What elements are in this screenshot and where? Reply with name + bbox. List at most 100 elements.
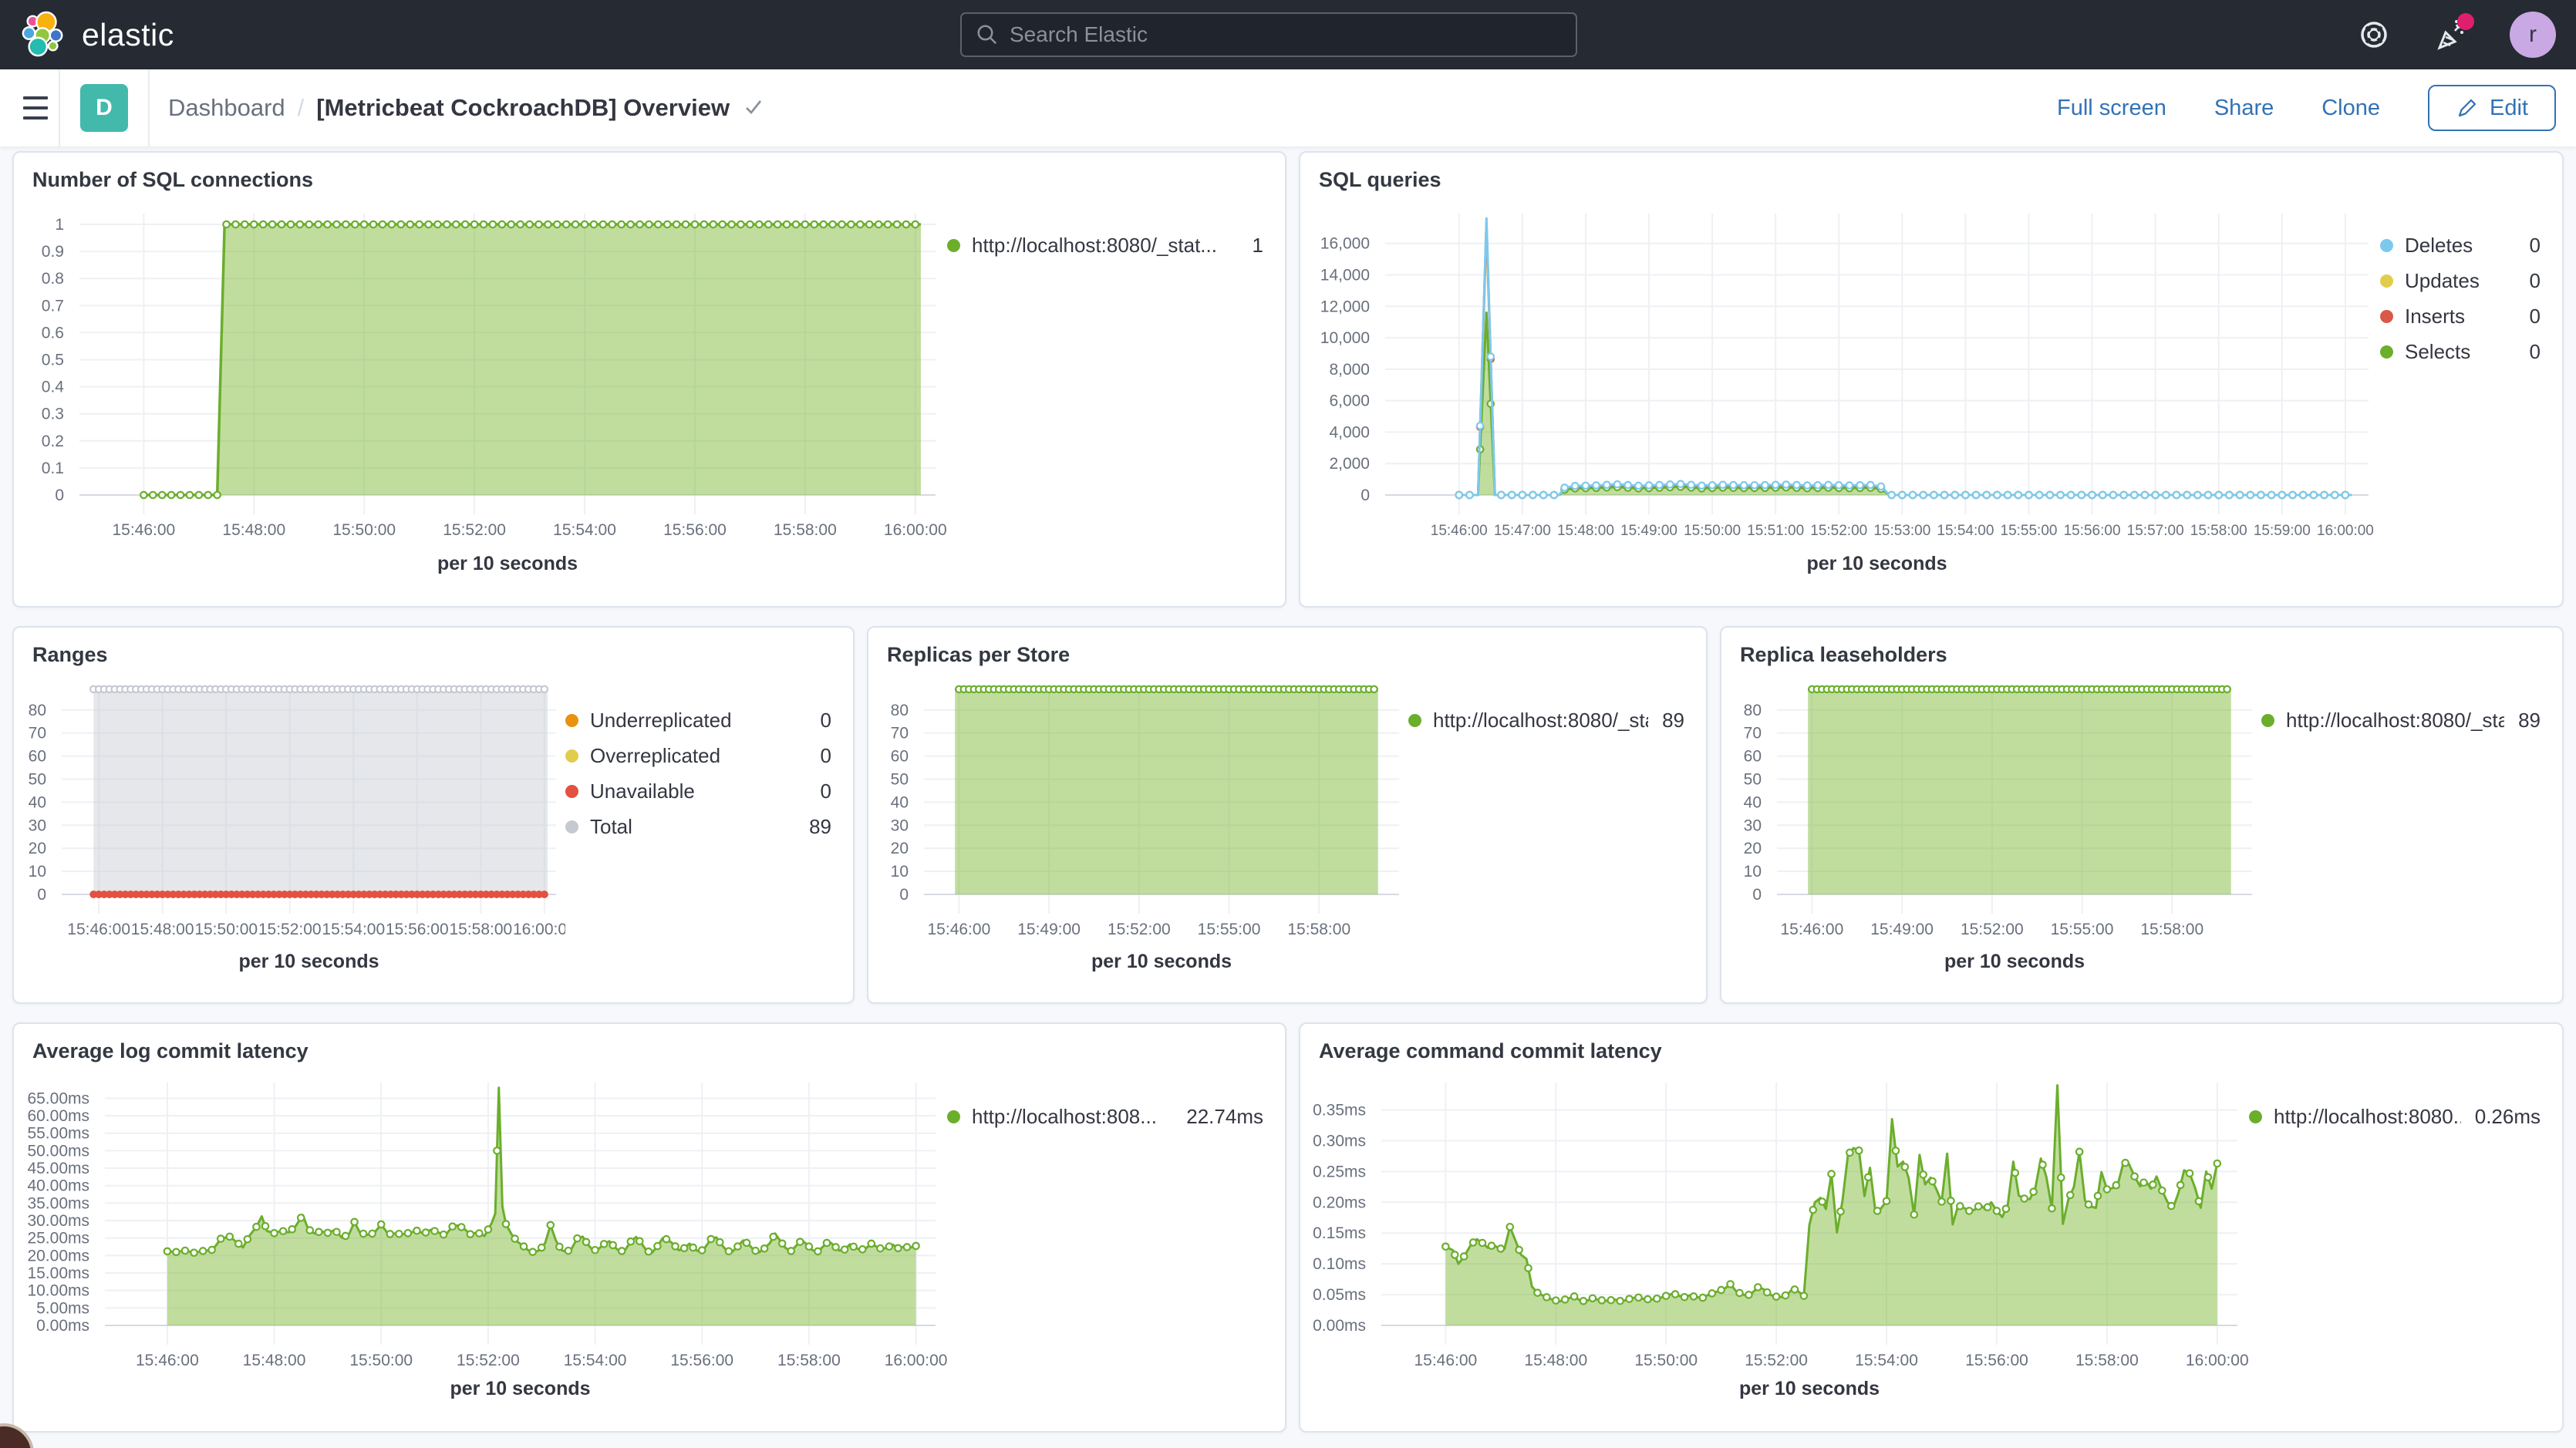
chart-sql-queries[interactable]: 15:46:00 15:47:00 15:48:00 15:49:00 15:50:00… [1300, 192, 2380, 578]
series-fill-leaseholders [1808, 689, 2231, 894]
breadcrumb-dashboard-link[interactable]: Dashboard [168, 94, 285, 121]
legend-dot-icon [947, 238, 960, 252]
dashboard-badge[interactable]: D [80, 84, 128, 132]
x-tick-label: 15:48:00 [1524, 1352, 1587, 1369]
series-markers-connections [140, 220, 920, 500]
legend-label: Inserts [2405, 304, 2466, 328]
panel-replica-leaseholders: Replica leaseholders 15:46:00 15:49:00 15:5… [1720, 626, 2564, 1004]
legend-label: Updates [2405, 268, 2480, 292]
panel-title-replica-leaseholders[interactable]: Replica leaseholders [1740, 643, 1947, 666]
y-tick-label: 55.00ms [27, 1125, 89, 1143]
legend-item-underreplicated[interactable]: Underreplicated 0 [565, 702, 831, 738]
legend-item-selects[interactable]: Selects 0 [2380, 334, 2541, 369]
y-tick-label: 14,000 [1320, 267, 1370, 285]
y-tick-label: 0.05ms [1313, 1286, 1366, 1304]
edit-button[interactable]: Edit [2428, 85, 2556, 131]
legend-item-http-localhost-8080-sta-[interactable]: http://localhost:8080/_sta... 89 [1408, 702, 1684, 738]
panel-title-sql-connections[interactable]: Number of SQL connections [32, 168, 314, 191]
edit-button-label: Edit [2490, 95, 2528, 120]
y-tick-label: 20 [891, 840, 909, 857]
chart-log-commit-latency[interactable]: 15:46:00 15:48:00 15:50:00 15:52:00 15:54:00… [14, 1063, 947, 1403]
x-tick-label: 15:58:00 [2075, 1352, 2139, 1369]
y-tick-label: 0.00ms [1313, 1317, 1366, 1335]
panel-title-log-commit-latency[interactable]: Average log commit latency [32, 1039, 309, 1062]
legend-dot-icon [1408, 713, 1421, 727]
help-icon[interactable] [2355, 16, 2392, 53]
x-tick-label: 15:48:00 [243, 1352, 306, 1369]
chart-sql-connections[interactable]: 15:46:00 15:48:00 15:50:00 15:52:00 15:54:00… [14, 192, 947, 578]
panel-title-ranges[interactable]: Ranges [32, 643, 108, 666]
y-tick-label: 0.20ms [1313, 1194, 1366, 1211]
x-tick-label: 15:46:00 [67, 921, 130, 938]
legend-value: 0 [2529, 339, 2541, 363]
x-tick-label: 15:55:00 [1198, 921, 1261, 938]
legend-item-http-localhost-8080-sta-[interactable]: http://localhost:8080/_sta... 89 [2261, 702, 2541, 738]
series-fill-replicas [955, 689, 1378, 894]
title-check-icon[interactable] [742, 96, 765, 120]
y-tick-label: 60 [891, 748, 909, 766]
panel-title-replicas-per-store[interactable]: Replicas per Store [887, 643, 1071, 666]
chart-command-commit-latency[interactable]: 15:46:00 15:48:00 15:50:00 15:52:00 15:54:00… [1300, 1063, 2249, 1403]
x-tick-label: 16:00:00 [884, 521, 947, 539]
y-tick-label: 40 [29, 793, 46, 811]
legend-item-overreplicated[interactable]: Overreplicated 0 [565, 738, 831, 773]
elastic-home-link[interactable]: elastic [0, 11, 344, 59]
x-tick-label: 15:49:00 [1870, 921, 1934, 938]
legend-item-http-localhost-8080-stat-[interactable]: http://localhost:8080/_stat... 1 [947, 227, 1263, 263]
global-search-input[interactable]: Search Elastic [960, 12, 1577, 57]
legend-item-inserts[interactable]: Inserts 0 [2380, 298, 2541, 334]
x-tick-label: 15:50:00 [332, 521, 396, 539]
y-tick-label: 0.8 [42, 270, 64, 288]
panel-title-sql-queries[interactable]: SQL queries [1319, 168, 1441, 191]
y-tick-label: 0 [899, 886, 909, 904]
chart-row: 15:46:00 15:49:00 15:52:00 15:55:00 15:58:00… [868, 667, 1706, 975]
series-markers-Deletes [1455, 352, 2350, 500]
panel-sql-connections: Number of SQL connections 15:46:00 15:48:0… [12, 151, 1286, 608]
legend-item-http-localhost-8080-[interactable]: http://localhost:8080... 0.26ms [2249, 1099, 2541, 1134]
x-tick-label: 16:00:00 [2186, 1352, 2249, 1369]
series-line-Deletes [1458, 217, 2352, 497]
x-tick-label: 15:58:00 [449, 921, 512, 938]
series-fill-command-latency [1445, 1085, 2217, 1325]
share-button[interactable]: Share [2214, 95, 2274, 120]
y-tick-label: 10,000 [1320, 329, 1370, 347]
page-title: [Metricbeat CockroachDB] Overview [316, 94, 730, 121]
y-tick-label: 0.3 [42, 406, 64, 423]
x-tick-label: 15:58:00 [777, 1352, 841, 1369]
y-tick-label: 40 [1744, 793, 1762, 811]
clone-button[interactable]: Clone [2321, 95, 2381, 120]
x-tick-label: 15:50:00 [1684, 523, 1741, 539]
x-tick-label: 15:54:00 [564, 1352, 627, 1369]
series-markers-command-latency [1441, 1146, 2222, 1305]
x-axis-title: per 10 seconds [437, 553, 578, 574]
y-tick-label: 30 [891, 817, 909, 834]
panel-title-command-commit-latency[interactable]: Average command commit latency [1319, 1039, 1662, 1062]
legend-item-updates[interactable]: Updates 0 [2380, 263, 2541, 298]
legend-value: 0 [820, 779, 831, 803]
chart-ranges[interactable]: 15:46:00 15:48:00 15:50:00 15:52:00 15:54:00… [14, 667, 565, 975]
legend-item-deletes[interactable]: Deletes 0 [2380, 227, 2541, 263]
menu-icon[interactable] [23, 90, 59, 126]
legend-item-total[interactable]: Total 89 [565, 809, 831, 844]
x-tick-label: 15:56:00 [386, 921, 449, 938]
chart-replica-leaseholders[interactable]: 15:46:00 15:49:00 15:52:00 15:55:00 15:58:00… [1721, 667, 2261, 975]
avatar[interactable]: r [2510, 12, 2556, 58]
x-tick-label: 15:54:00 [1855, 1352, 1918, 1369]
x-tick-label: 15:50:00 [1634, 1352, 1698, 1369]
x-axis-title: per 10 seconds [450, 1378, 590, 1399]
series-markers-log-latency [163, 1147, 920, 1258]
legend-dot-icon [947, 1110, 960, 1123]
chart-replicas-per-store[interactable]: 15:46:00 15:49:00 15:52:00 15:55:00 15:58:00… [868, 667, 1408, 975]
legend-item-unavailable[interactable]: Unavailable 0 [565, 773, 831, 809]
legend-label: Unavailable [590, 779, 695, 803]
y-tick-label: 20 [1744, 840, 1762, 857]
brand-wordmark: elastic [82, 16, 174, 52]
x-tick-label: 15:58:00 [2190, 523, 2247, 539]
legend-label: http://localhost:8080... [2274, 1104, 2461, 1128]
legend-item-http-localhost-808-[interactable]: http://localhost:808... 22.74ms [947, 1099, 1263, 1134]
full-screen-button[interactable]: Full screen [2057, 95, 2166, 120]
newsfeed-icon[interactable] [2433, 13, 2474, 53]
x-tick-label: 15:56:00 [670, 1352, 733, 1369]
x-tick-label: 15:51:00 [1747, 523, 1804, 539]
breadcrumb: Dashboard / [Metricbeat CockroachDB] Ove… [168, 94, 765, 122]
